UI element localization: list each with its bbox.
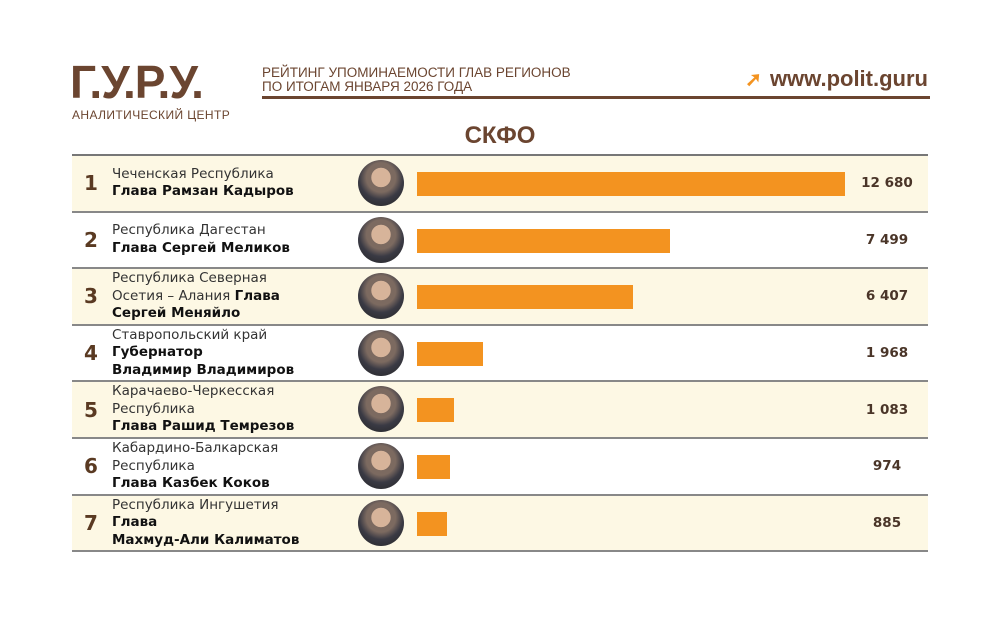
leader-name: Губернатор	[112, 344, 203, 361]
table-row: 6 Кабардино-Балкарская Республика Глава Каз…	[72, 439, 928, 496]
table-row: 3 Республика Северная Осетия – Алания Глав…	[72, 269, 928, 326]
leader-label: Карачаево-Черкесская Республика Глава Раши…	[112, 382, 294, 437]
ranking-table: 1 Чеченская Республика Глава Рамзан Кадыро…	[72, 154, 928, 553]
region-name: Республика	[112, 457, 195, 474]
leader-name: Глава Рашид Темрезов	[112, 418, 295, 435]
value-label: 1 968	[865, 345, 909, 362]
subtitle-line-2: ПО ИТОГАМ ЯНВАРЯ 2026 ГОДА	[262, 79, 473, 94]
rank-number: 2	[84, 227, 98, 252]
label-line: Республика	[112, 401, 294, 419]
leader-name: Владимир Владимиров	[112, 361, 295, 378]
rank-number: 4	[84, 341, 98, 366]
website-link[interactable]: ➚ www.polit.guru	[745, 66, 928, 93]
label-line: Чеченская Республика	[112, 166, 294, 184]
label-line: Глава Сергей Меликов	[112, 240, 290, 258]
region-name: Республика	[112, 400, 195, 417]
bar	[417, 398, 454, 423]
header-divider	[262, 96, 930, 99]
value-label: 974	[872, 458, 902, 475]
label-line: Карачаево-Черкесская	[112, 383, 294, 401]
leader-label: Ставропольский край Губернатор Владимир Вл…	[112, 326, 294, 381]
region-name: Кабардино-Балкарская	[112, 440, 279, 457]
rank-number: 7	[84, 510, 98, 535]
leader-name: Сергей Меняйло	[112, 305, 241, 322]
region-name: Ставропольский край	[112, 326, 268, 343]
region-name: Чеченская Республика	[112, 165, 274, 182]
rank-number: 3	[84, 284, 98, 309]
label-line: Сергей Меняйло	[112, 305, 280, 323]
label-line: Республика	[112, 458, 278, 476]
bar	[417, 285, 634, 310]
label-line: Губернатор	[112, 344, 294, 362]
label-line: Глава Рамзан Кадыров	[112, 183, 294, 201]
label-line: Осетия – Алания Глава	[112, 288, 280, 306]
leader-photo	[358, 329, 404, 376]
bar	[417, 454, 450, 479]
label-line: Кабардино-Балкарская	[112, 440, 278, 458]
region-name: Республика Дагестан	[112, 222, 266, 239]
label-line: Владимир Владимиров	[112, 362, 294, 380]
table-row: 1 Чеченская Республика Глава Рамзан Кадыро…	[72, 156, 928, 213]
region-name: Карачаево-Черкесская	[112, 383, 275, 400]
value-label: 7 499	[865, 231, 909, 248]
leader-name: Махмуд-Али Калиматов	[112, 531, 300, 548]
website-text: www.polit.guru	[769, 66, 928, 91]
chart-title: СКФО	[464, 122, 536, 149]
rating-subtitle: РЕЙТИНГ УПОМИНАЕМОСТИ ГЛАВ РЕГИОНОВ ПО И…	[262, 66, 571, 94]
region-name: Республика Северная	[112, 270, 267, 287]
leader-name: Глава Рамзан Кадыров	[112, 183, 294, 200]
rank-number: 5	[84, 397, 98, 422]
leader-label: Республика Северная Осетия – Алания Глава…	[112, 269, 280, 324]
logo: Г.У.Р.У.	[70, 56, 204, 108]
table-row: 4 Ставропольский край Губернатор Владимир В…	[72, 326, 928, 383]
label-line: Республика Северная	[112, 270, 280, 288]
leader-name: Глава	[112, 514, 158, 531]
bar	[417, 511, 447, 536]
arrow-up-right-icon: ➚	[745, 69, 762, 91]
region-name: Осетия – Алания	[112, 287, 235, 304]
table-row: 2 Республика Дагестан Глава Сергей Меликов…	[72, 213, 928, 270]
value-label: 12 680	[861, 175, 913, 192]
leader-name: Глава	[234, 287, 280, 304]
label-line: Республика Дагестан	[112, 222, 290, 240]
label-line: Глава Рашид Темрезов	[112, 418, 294, 436]
leader-photo	[358, 386, 404, 433]
bar	[417, 228, 671, 253]
label-line: Республика Ингушетия	[112, 497, 299, 515]
rank-number: 1	[84, 171, 98, 196]
label-line: Ставропольский край	[112, 327, 294, 345]
value-label: 6 407	[865, 288, 909, 305]
value-label: 1 083	[865, 401, 909, 418]
leader-name: Глава Сергей Меликов	[112, 239, 290, 256]
logo-subtitle: АНАЛИТИЧЕСКИЙ ЦЕНТР	[72, 108, 231, 122]
leader-photo	[358, 216, 404, 263]
leader-photo	[358, 499, 404, 546]
rank-number: 6	[84, 454, 98, 479]
label-line: Глава	[112, 514, 299, 532]
leader-label: Республика Ингушетия Глава Махмуд-Али Кали…	[112, 496, 299, 551]
label-line: Глава Казбек Коков	[112, 475, 278, 493]
value-label: 885	[872, 514, 902, 531]
leader-photo	[358, 160, 404, 206]
subtitle-line-1: РЕЙТИНГ УПОМИНАЕМОСТИ ГЛАВ РЕГИОНОВ	[262, 65, 571, 80]
leader-photo	[358, 442, 404, 489]
label-line: Махмуд-Али Калиматов	[112, 532, 299, 550]
bar	[417, 172, 845, 196]
table-row: 5 Карачаево-Черкесская Республика Глава Раш…	[72, 382, 928, 439]
leader-label: Кабардино-Балкарская Республика Глава Казб…	[112, 439, 278, 494]
bar	[417, 341, 484, 366]
leader-name: Глава Казбек Коков	[112, 475, 270, 492]
leader-label: Чеченская Республика Глава Рамзан Кадыров	[112, 156, 294, 211]
region-name: Республика Ингушетия	[112, 496, 279, 513]
leader-label: Республика Дагестан Глава Сергей Меликов	[112, 213, 290, 268]
leader-photo	[358, 273, 404, 320]
table-row: 7 Республика Ингушетия Глава Махмуд-Али Кал…	[72, 495, 928, 553]
